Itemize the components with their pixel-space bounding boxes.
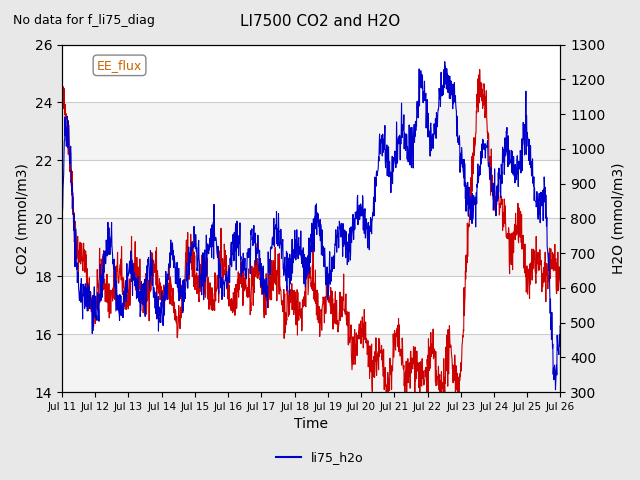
Bar (62, 102, 561, 160)
li75_h2o (342, 255, 349, 261)
Text: EE_flux: EE_flux (97, 59, 142, 72)
Y-axis label: H2O (mmol/m3): H2O (mmol/m3) (611, 163, 625, 274)
li75_h2o (97, 289, 104, 295)
li75_h2o (117, 293, 125, 299)
Bar (62, 218, 561, 276)
li75_co2 (117, 256, 125, 262)
Line: li75_h2o: li75_h2o (62, 62, 561, 390)
Text: LI7500 CO2 and H2O: LI7500 CO2 and H2O (240, 14, 400, 29)
Line: li75_co2: li75_co2 (62, 70, 561, 392)
X-axis label: Time: Time (294, 418, 328, 432)
li75_h2o (58, 207, 66, 213)
li75_h2o (557, 324, 564, 330)
li75_co2 (382, 389, 390, 395)
li75_h2o (552, 387, 559, 393)
li75_co2 (476, 67, 483, 72)
li75_h2o (441, 59, 449, 65)
li75_co2 (58, 94, 66, 99)
li75_co2 (289, 288, 296, 294)
li75_h2o (289, 252, 296, 258)
li75_h2o (269, 233, 277, 239)
Text: No data for f_li75_diag: No data for f_li75_diag (13, 14, 155, 27)
li75_co2 (269, 258, 277, 264)
li75_co2 (97, 271, 104, 276)
li75_co2 (557, 287, 564, 292)
Legend: li75_h2o: li75_h2o (271, 446, 369, 469)
li75_co2 (342, 292, 349, 298)
li75_h2o (280, 273, 287, 278)
li75_co2 (280, 287, 287, 292)
Bar (62, 334, 561, 392)
Y-axis label: CO2 (mmol/m3): CO2 (mmol/m3) (15, 163, 29, 274)
